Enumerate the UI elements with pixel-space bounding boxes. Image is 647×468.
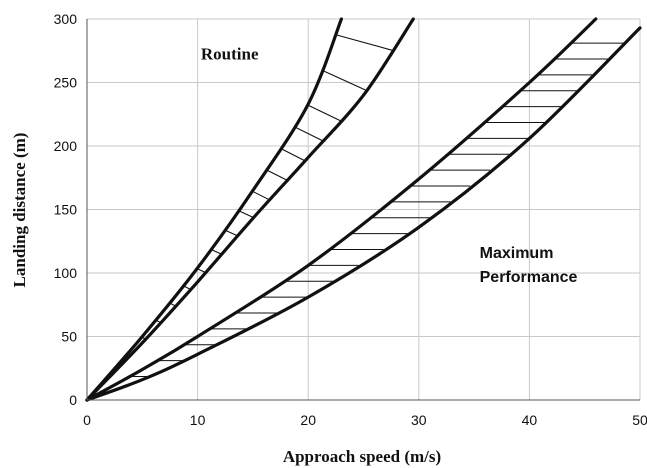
annotation-routine: Routine	[201, 45, 259, 64]
upper-bound-routine	[85, 17, 343, 402]
x-tick-label: 30	[411, 412, 427, 428]
y-tick-label: 50	[61, 329, 77, 345]
y-tick-label: 0	[69, 392, 77, 408]
x-tick-label: 10	[190, 412, 206, 428]
upper-bound-maximum-performance	[85, 17, 598, 402]
hatch-line	[238, 210, 254, 219]
tick-labels: 0 10 20 30 40 50 0 50 100 150 200 250 300	[54, 11, 647, 428]
band-maximum-performance	[85, 17, 642, 402]
hatch-line	[265, 169, 288, 181]
hatch-line	[224, 229, 238, 237]
hatch-line	[293, 126, 324, 142]
annotations: Routine Maximum Performance	[201, 45, 578, 286]
axes	[86, 19, 640, 401]
y-tick-label: 200	[54, 138, 78, 154]
hatch-routine	[100, 34, 393, 386]
hatch-line	[335, 34, 393, 51]
hatch-line	[252, 190, 270, 201]
lower-bound-routine	[85, 17, 415, 402]
y-axis-title: Landing distance (m)	[10, 133, 29, 288]
annotation-maximum: Maximum	[480, 245, 554, 262]
x-tick-label: 40	[522, 412, 538, 428]
hatch-line	[279, 147, 306, 162]
y-tick-label: 250	[54, 75, 78, 91]
y-tick-label: 300	[54, 11, 78, 27]
band-routine	[85, 17, 415, 402]
annotation-performance: Performance	[480, 269, 578, 286]
hatch-line	[307, 104, 341, 122]
y-tick-label: 150	[54, 202, 78, 218]
hatch-maximum-performance	[100, 42, 625, 393]
x-axis-title: Approach speed (m/s)	[283, 447, 441, 466]
x-tick-label: 50	[632, 412, 647, 428]
lower-bound-maximum-performance	[85, 26, 642, 402]
hatch-line	[321, 69, 367, 92]
x-tick-label: 0	[83, 412, 91, 428]
y-tick-label: 100	[54, 265, 78, 281]
grid	[86, 18, 641, 401]
x-tick-label: 20	[300, 412, 316, 428]
bands	[85, 17, 642, 402]
